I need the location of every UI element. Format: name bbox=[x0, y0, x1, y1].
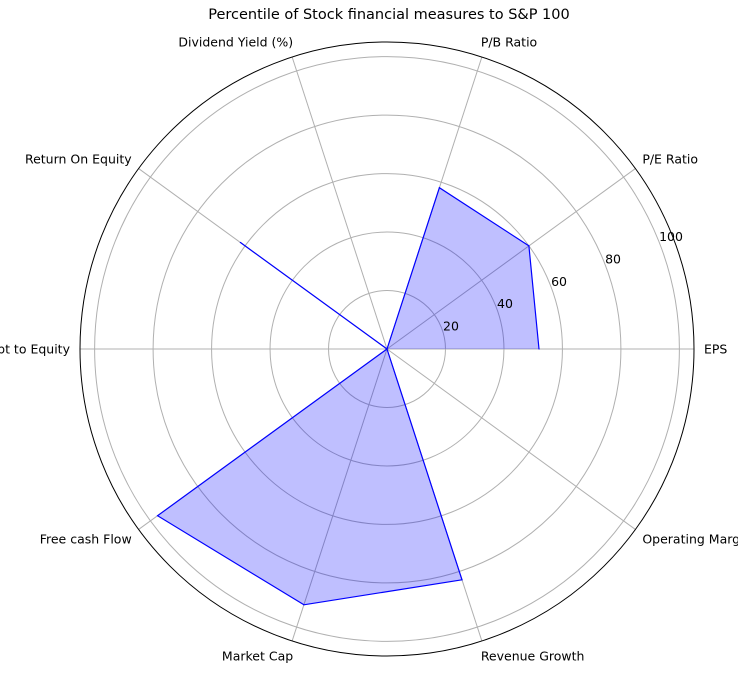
category-label-3: Dividend Yield (%) bbox=[178, 34, 293, 49]
category-label-9: Operating Margin bbox=[642, 531, 738, 546]
spoke-9 bbox=[386, 348, 636, 530]
data-point-2 bbox=[438, 187, 441, 189]
series-line-0 bbox=[156, 186, 540, 606]
data-point-9 bbox=[386, 348, 388, 350]
radial-tick-60: 60 bbox=[551, 274, 567, 289]
category-label-6: Free cash Flow bbox=[40, 531, 132, 546]
radial-tick-labels: 20 40 60 80 100 bbox=[443, 229, 683, 334]
data-point-8 bbox=[461, 579, 463, 581]
radial-tick-80: 80 bbox=[605, 251, 621, 266]
radial-tick-20: 20 bbox=[443, 319, 459, 334]
category-label-8: Revenue Growth bbox=[481, 649, 585, 664]
category-label-1: P/E Ratio bbox=[642, 152, 698, 167]
chart-title: Percentile of Stock financial measures t… bbox=[208, 7, 570, 23]
data-point-7 bbox=[303, 604, 305, 606]
series-layer bbox=[156, 186, 540, 606]
category-label-5: Debt to Equity bbox=[0, 342, 71, 357]
data-point-4 bbox=[239, 241, 241, 244]
series-fill-0 bbox=[157, 187, 539, 605]
spoke-1 bbox=[386, 168, 636, 350]
data-point-1 bbox=[528, 245, 530, 247]
data-point-0 bbox=[538, 348, 540, 350]
category-label-7: Market Cap bbox=[222, 649, 293, 664]
polar-frame bbox=[79, 41, 695, 657]
data-point-6 bbox=[156, 515, 159, 517]
category-labels: EPS P/E Ratio P/B Ratio Dividend Yield (%) R… bbox=[0, 34, 738, 663]
radial-tick-40: 40 bbox=[497, 296, 513, 311]
frame bbox=[79, 41, 695, 657]
category-label-4: Return On Equity bbox=[25, 152, 132, 167]
spoke-7 bbox=[291, 348, 388, 642]
category-label-2: P/B Ratio bbox=[481, 34, 537, 49]
category-label-0: EPS bbox=[704, 342, 727, 357]
radial-tick-100: 100 bbox=[659, 229, 683, 244]
spoke-3 bbox=[291, 56, 388, 350]
